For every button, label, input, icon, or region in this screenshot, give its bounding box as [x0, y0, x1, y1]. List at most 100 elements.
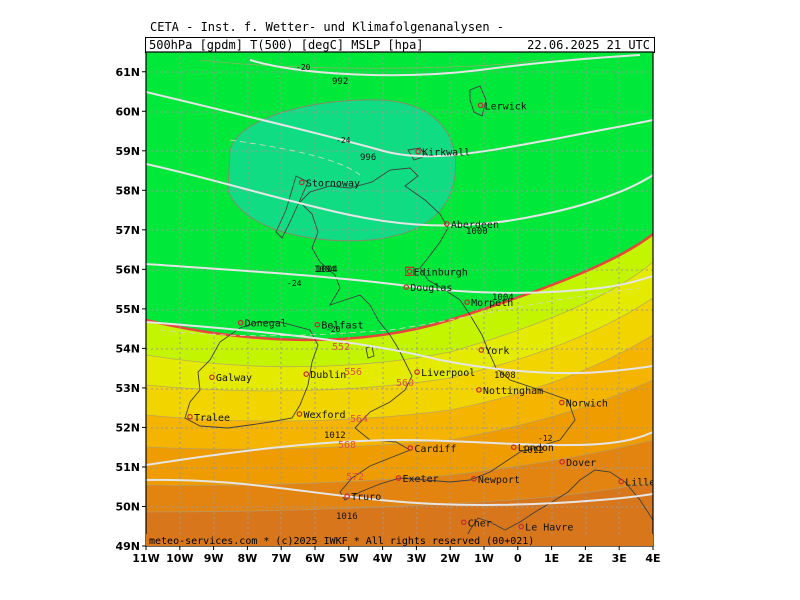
geopotential-label: 572	[346, 472, 364, 483]
isobars	[146, 54, 653, 506]
city-marker	[618, 478, 625, 485]
lon-label: 4E	[645, 552, 660, 565]
lat-label: 50N	[115, 500, 140, 513]
lon-label: 3E	[612, 552, 627, 565]
city-label: Cardiff	[414, 444, 456, 455]
city-label: Edinburgh	[414, 267, 468, 278]
coast-great-britain	[299, 167, 576, 501]
city-label: Norwich	[566, 399, 608, 410]
map-area: Lerwick Kirkwall Stornoway Aberdeen Edinburg…	[146, 52, 655, 546]
city-marker	[478, 347, 485, 353]
lat-label: 58N	[115, 184, 140, 197]
city-label: Galway	[216, 373, 252, 384]
city-label: Exeter	[402, 474, 438, 485]
lat-lon-grid	[146, 52, 653, 546]
axis-layer: 61N60N59N58N57N56N55N54N53N52N51N50N49N1…	[115, 66, 660, 565]
city-marker	[460, 519, 467, 526]
lat-label: 54N	[115, 342, 140, 355]
temperature-lines	[159, 139, 641, 337]
lon-label: 0	[514, 552, 522, 565]
city-marker	[187, 413, 193, 420]
isobar-label: 1004	[314, 265, 336, 275]
isobar-label: 1012	[522, 446, 544, 456]
city-marker	[344, 493, 350, 500]
city-marker	[237, 319, 244, 326]
city-label: London	[518, 443, 554, 454]
cities-layer: Lerwick Kirkwall Stornoway Aberdeen Edinburg…	[187, 101, 655, 534]
lon-label: 4W	[373, 552, 393, 565]
contour-552	[146, 233, 653, 342]
lat-label: 59N	[115, 145, 140, 158]
city-marker	[406, 268, 413, 275]
city-marker	[303, 371, 310, 377]
city-label: Aberdeen	[451, 220, 499, 231]
lon-label: 1W	[474, 552, 494, 565]
city-marker	[403, 284, 410, 290]
temperature-label: -24	[336, 136, 351, 145]
lon-label: 11W	[132, 552, 159, 565]
city-label: Donegal	[245, 319, 287, 330]
isobar-label: 1008	[494, 371, 516, 381]
lon-label: 1E	[544, 552, 559, 565]
city-marker	[299, 179, 305, 186]
lon-label: 5W	[339, 552, 359, 565]
lon-label: 3W	[407, 552, 427, 565]
lon-label: 8W	[238, 552, 258, 565]
coast-continent	[461, 469, 653, 546]
city-marker	[415, 148, 421, 155]
lat-label: 56N	[115, 263, 140, 276]
geopotential-label: 560	[396, 378, 414, 389]
isobar-label: 1016	[336, 512, 358, 522]
city-label: Morpeth	[471, 298, 513, 309]
chart-title: CETA - Inst. f. Wetter- und Klimafolgena…	[150, 20, 505, 34]
isobar-label: 1012	[324, 431, 346, 441]
credit-background	[146, 534, 653, 546]
city-marker	[444, 221, 450, 227]
isobar-label: 1004	[492, 293, 514, 303]
city-marker	[407, 445, 414, 451]
lat-label: 49N	[115, 540, 140, 553]
valid-datetime: 22.06.2025 21 UTC	[527, 38, 650, 52]
city-marker	[558, 399, 565, 406]
lon-label: 2E	[578, 552, 593, 565]
lat-label: 55N	[115, 303, 140, 316]
city-label: Belfast	[321, 321, 363, 332]
city-label: Cher	[468, 518, 492, 529]
city-label: York	[485, 346, 509, 357]
coastlines	[184, 85, 653, 546]
city-label: Nottingham	[483, 386, 543, 397]
city-label: Wexford	[303, 410, 345, 421]
city-label: Truro	[351, 492, 381, 503]
city-marker	[414, 369, 420, 375]
coast-outer-hebrides	[275, 175, 309, 239]
geopotential-label: 552	[332, 342, 350, 353]
city-label: Lille	[625, 478, 655, 489]
city-marker	[464, 299, 470, 305]
parameter-units: 500hPa [gpdm] T(500) [degC] MSLP [hpa]	[149, 38, 424, 52]
lat-label: 52N	[115, 421, 140, 434]
temperature-label: -24	[287, 279, 302, 288]
parameter-bar: 500hPa [gpdm] T(500) [degC] MSLP [hpa] 2…	[145, 37, 655, 53]
lon-label: 6W	[305, 552, 325, 565]
lat-label: 60N	[115, 105, 140, 118]
city-label: Le Havre	[525, 523, 573, 534]
city-marker	[518, 523, 524, 530]
city-marker	[471, 476, 477, 482]
lat-label: 51N	[115, 461, 140, 474]
lat-label: 53N	[115, 382, 140, 395]
lon-label: 9W	[204, 552, 224, 565]
city-marker	[395, 475, 402, 481]
city-label: Stornoway	[306, 178, 360, 189]
geopotential-label: 556	[344, 367, 362, 378]
geopotential-label: 564	[350, 414, 368, 425]
city-marker	[510, 444, 517, 451]
lat-label: 57N	[115, 224, 140, 237]
city-label: Dover	[566, 458, 596, 469]
coast-shetland	[469, 85, 487, 117]
band-580	[146, 482, 653, 546]
city-label: Kirkwall	[422, 148, 470, 159]
city-marker	[477, 102, 484, 109]
temperature-label: -20	[296, 63, 311, 72]
city-label: Lerwick	[485, 101, 527, 112]
